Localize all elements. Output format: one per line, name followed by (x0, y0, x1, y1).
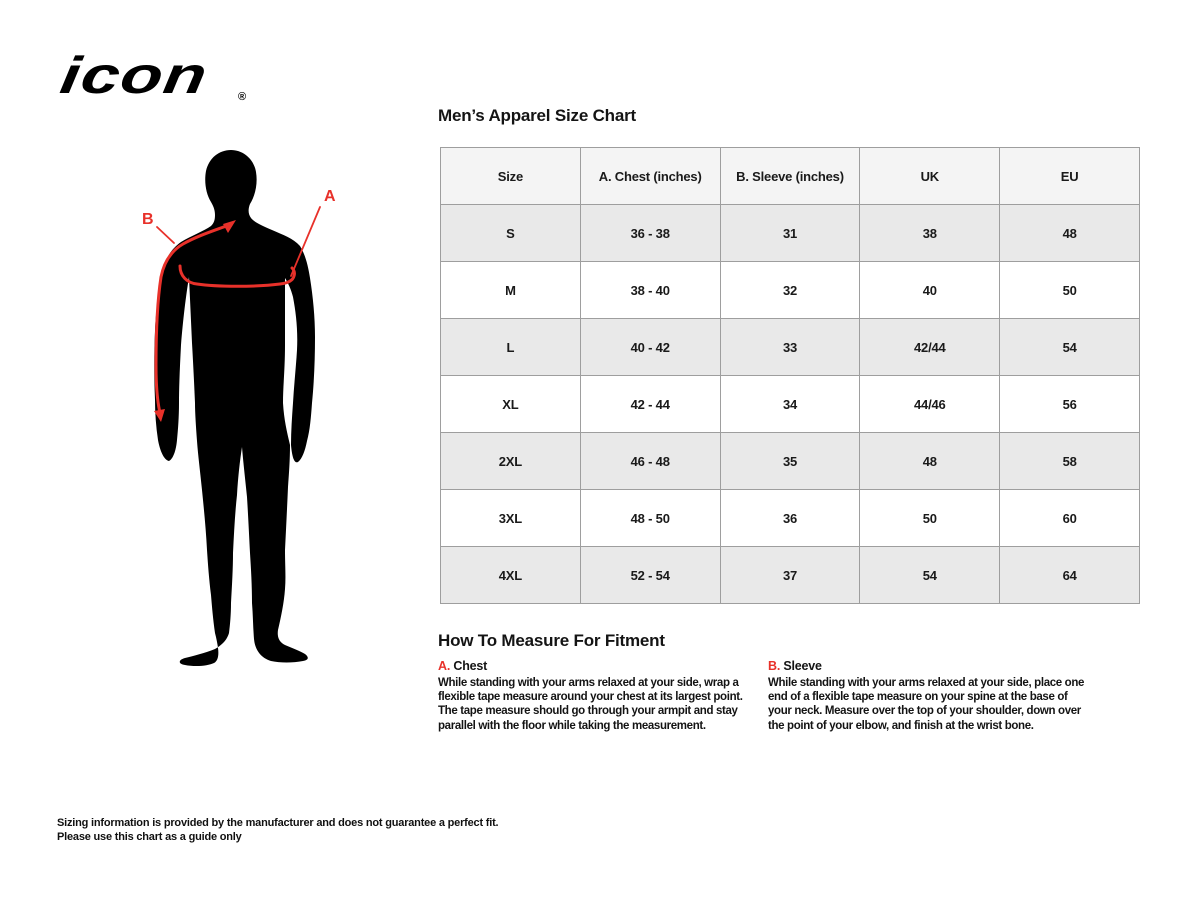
table-cell: 44/46 (859, 375, 1001, 433)
disclaimer: Sizing information is provided by the ma… (57, 817, 499, 844)
size-chart-title: Men’s Apparel Size Chart (438, 106, 636, 125)
table-cell: XL (440, 375, 581, 433)
table-cell: 48 (999, 204, 1140, 262)
column-header-size: Size (440, 147, 581, 205)
table-cell: 64 (999, 546, 1140, 604)
male-silhouette-diagram: A B (142, 150, 336, 667)
table-cell: 60 (999, 489, 1140, 547)
table-cell: 31 (719, 204, 861, 262)
sleeve-measure-line (154, 223, 231, 415)
sleeve-arrow-neck-icon (223, 220, 236, 233)
table-row: L 40 - 42 33 42/44 54 (440, 318, 1140, 376)
sleeve-measure-heading: B. Sleeve (768, 659, 1092, 673)
body-silhouette (154, 150, 315, 667)
label-b-pointer-line (156, 226, 175, 244)
table-cell: 38 - 40 (579, 261, 721, 319)
table-cell: 52 - 54 (579, 546, 721, 604)
table-cell: 42 - 44 (579, 375, 721, 433)
table-cell: 46 - 48 (579, 432, 721, 490)
table-cell: 40 (859, 261, 1001, 319)
label-a-pointer-line (290, 206, 321, 277)
column-header-eu: EU (999, 147, 1140, 205)
table-cell: 37 (719, 546, 861, 604)
table-cell: 36 - 38 (579, 204, 721, 262)
table-cell: 42/44 (859, 318, 1001, 376)
table-cell: 50 (859, 489, 1001, 547)
table-cell: S (440, 204, 581, 262)
table-cell: 32 (719, 261, 861, 319)
chest-measure-line (178, 264, 296, 288)
table-cell: 35 (719, 432, 861, 490)
table-cell: 50 (999, 261, 1140, 319)
figure-label-b: B (142, 211, 154, 228)
table-cell: 36 (719, 489, 861, 547)
disclaimer-line-1: Sizing information is provided by the ma… (57, 817, 499, 829)
column-header-uk: UK (859, 147, 1001, 205)
column-header-chest: A. Chest (inches) (579, 147, 721, 205)
table-cell: 38 (859, 204, 1001, 262)
chest-instructions: While standing with your arms relaxed at… (438, 677, 743, 732)
table-cell: 54 (859, 546, 1001, 604)
sleeve-measure-section: B. Sleeve While standing with your arms … (768, 659, 1092, 733)
sleeve-arrow-wrist-icon (154, 409, 165, 422)
size-table: Size A. Chest (inches) B. Sleeve (inches… (440, 147, 1140, 604)
sleeve-instructions: While standing with your arms relaxed at… (768, 677, 1085, 732)
chest-measure-section: A. Chest While standing with your arms r… (438, 659, 762, 733)
table-row: S 36 - 38 31 38 48 (440, 204, 1140, 262)
table-cell: M (440, 261, 581, 319)
table-row: 3XL 48 - 50 36 50 60 (440, 489, 1140, 547)
table-row: 4XL 52 - 54 37 54 64 (440, 546, 1140, 604)
how-to-measure-title: How To Measure For Fitment (438, 631, 665, 650)
registered-trademark-icon: ® (238, 91, 247, 103)
table-cell: 2XL (440, 432, 581, 490)
sleeve-name: Sleeve (783, 659, 822, 673)
disclaimer-line-2: Please use this chart as a guide only (57, 830, 242, 843)
table-cell: 4XL (440, 546, 581, 604)
table-cell: 40 - 42 (579, 318, 721, 376)
table-cell: 48 (859, 432, 1001, 490)
table-cell: L (440, 318, 581, 376)
table-cell: 34 (719, 375, 861, 433)
table-row: M 38 - 40 32 40 50 (440, 261, 1140, 319)
table-cell: 48 - 50 (579, 489, 721, 547)
table-cell: 58 (999, 432, 1140, 490)
sleeve-letter: B. (768, 659, 781, 673)
chest-measure-heading: A. Chest (438, 659, 762, 673)
table-header-row: Size A. Chest (inches) B. Sleeve (inches… (440, 147, 1140, 205)
column-header-sleeve: B. Sleeve (inches) (719, 147, 861, 205)
table-cell: 33 (719, 318, 861, 376)
table-row: XL 42 - 44 34 44/46 56 (440, 375, 1140, 433)
icon-logo: icon ® (56, 47, 247, 105)
chest-letter: A. (438, 659, 451, 673)
figure-label-a: A (324, 188, 336, 205)
table-cell: 3XL (440, 489, 581, 547)
chest-name: Chest (453, 659, 488, 673)
table-cell: 54 (999, 318, 1140, 376)
icon-logo-text: icon (56, 47, 213, 105)
table-row: 2XL 46 - 48 35 48 58 (440, 432, 1140, 490)
table-cell: 56 (999, 375, 1140, 433)
